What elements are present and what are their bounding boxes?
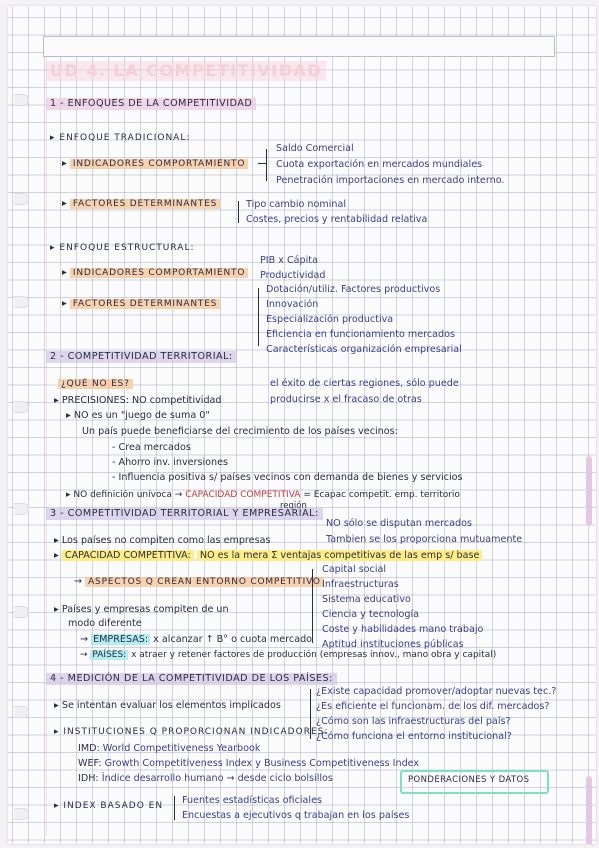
structural-factor-1: Dotación/utiliz. Factores productivos [266,284,441,295]
page-edge-mark [586,456,592,526]
benefit-item-1: - Crea mercados [112,442,191,453]
weights-box [400,770,549,794]
structural-indicator-2: Productividad [260,270,326,281]
section-heading-4: 4 - MEDICIÓN DE LA COMPETITIVIDAD DE LOS… [46,673,337,685]
binder-hole [14,296,29,308]
aspect-1: Capital social [322,564,387,575]
traditional-approach-label: ▸ ENFOQUE TRADICIONAL: [50,133,191,143]
aspect-6: Aptitud instituciones públicas [322,639,464,650]
paises-line: → PAÍSES: x atraer y retener factores de… [80,650,497,660]
traditional-factor-1: Tipo cambio nominal [246,199,346,210]
traditional-indicators-label: ▸ INDICADORES COMPORTAMIENTO [62,158,249,170]
question-3: ¿Cómo son las infraestructuras del país? [316,716,511,727]
binder-hole [14,808,29,820]
capacity-note: ▸ CAPACIDAD COMPETITIVA: NO es la mera Σ… [54,550,483,562]
precision-1: el éxito de ciertas regiones, sólo puede [270,378,459,389]
countries-note: ▸ Países y empresas compiten de un [54,604,229,615]
countries-note-2: modo diferente [68,618,142,629]
definition-tail: región [280,501,307,511]
traditional-indicator-3: Penetración importaciones en mercado int… [276,175,505,186]
bracket [310,689,311,739]
institutions-label: ▸ INSTITUCIONES Q PROPORCIONAN INDICADOR… [54,727,329,737]
aspect-2: Infraestructuras [322,579,399,590]
bracket [266,149,267,181]
binder-hole [14,503,29,515]
section-heading-2: 2 - COMPETITIVIDAD TERRITORIAL: [46,351,237,363]
structural-factors-label: ▸ FACTORES DETERMINANTES [62,298,221,310]
binder-hole [14,193,29,205]
precision-2: producirse x el fracaso de otras [270,394,422,405]
page-title: UD 4. LA COMPETITIVIDAD [46,61,327,81]
binder-hole [14,706,29,718]
bracket [174,796,175,820]
question-1: ¿Existe capacidad promover/adoptar nueva… [316,686,557,697]
structural-factor-4: Eficiencia en funcionamiento mercados [266,329,456,340]
aspect-5: Coste y habilidades mano trabajo [322,624,484,635]
index-item-1: Fuentes estadísticas oficiales [182,795,322,806]
header-box [43,36,555,57]
precisions-label: ▸ PRECISIONES: NO competitividad [54,395,222,406]
evaluate-note: ▸ Se intentan evaluar los elementos impl… [54,700,281,711]
structural-indicator-1: PIB x Cápita [260,255,318,266]
bracket [238,201,239,223]
structural-approach-label: ▸ ENFOQUE ESTRUCTURAL: [50,243,195,253]
structural-factor-5: Características organización empresarial [266,344,462,355]
aspect-4: Ciencia y tecnología [322,609,420,620]
definition-note: ▸ NO definición unívoca → CAPACIDAD COMP… [66,490,460,500]
margin-line [46,56,47,836]
benefit-item-2: - Ahorro inv. inversiones [112,457,229,468]
structural-factor-3: Especialización productiva [266,314,394,325]
page-edge-mark [586,776,592,844]
traditional-indicator-2: Cuota exportación en mercados mundiales [276,159,483,170]
bracket [312,569,313,643]
section-heading-3: 3 - COMPETITIVIDAD TERRITORIAL Y EMPRESA… [46,508,323,520]
bracket [258,288,259,346]
note-markets: NO sólo se disputan mercados [326,518,472,529]
question-2: ¿Es eficiente el funcionam. de los dif. … [316,701,550,712]
binder-hole [14,94,29,106]
institution-idh: IDH: Índice desarrollo humano → desde ci… [78,773,333,784]
weights-box-label: PONDERACIONES Y DATOS [408,775,530,785]
section-heading-1: 1 - ENFOQUES DE LA COMPETITIVIDAD [46,98,257,110]
institution-imd: IMD: World Competitiveness Yearbook [78,743,261,754]
binder-hole [14,401,29,413]
structural-factor-2: Innovación [266,299,319,310]
compete-tail: Tambien se los proporciona mutuamente [326,534,523,545]
benefit-note: Un país puede beneficiarse del crecimien… [82,426,398,437]
question-4: ¿Cómo funciona el entorno institucional? [316,731,512,742]
structural-indicators-label: ▸ INDICADORES COMPORTAMIENTO [62,267,249,279]
benefit-item-3: - Influencia positiva s/ países vecinos … [112,472,463,483]
aspects-label: → ASPECTOS Q CREAN ENTORNO COMPETITIVO [74,576,324,588]
question-not: ¿QUÉ NO ES? [58,378,133,390]
notebook-page: UD 4. LA COMPETITIVIDAD 1 - ENFOQUES DE … [8,6,596,844]
index-label: ▸ INDEX BASADO EN [54,801,164,811]
zero-sum-note: ▸ NO es un "juego de suma 0" [66,410,210,421]
traditional-indicator-1: Saldo Comercial [276,143,354,154]
binder-hole [14,606,29,618]
institution-wef: WEF: Growth Competitiveness Index y Busi… [78,758,420,769]
traditional-factors-label: ▸ FACTORES DETERMINANTES [62,198,221,210]
index-item-2: Encuestas a ejecutivos q trabajan en los… [182,810,410,821]
compete-note: ▸ Los países no compiten como las empres… [54,535,271,546]
bracket [258,163,266,164]
aspect-3: Sistema educativo [322,594,411,605]
traditional-factor-2: Costes, precios y rentabilidad relativa [246,214,428,225]
empresas-line: → EMPRESAS: x alcanzar ↑ B° o cuota merc… [80,634,313,645]
